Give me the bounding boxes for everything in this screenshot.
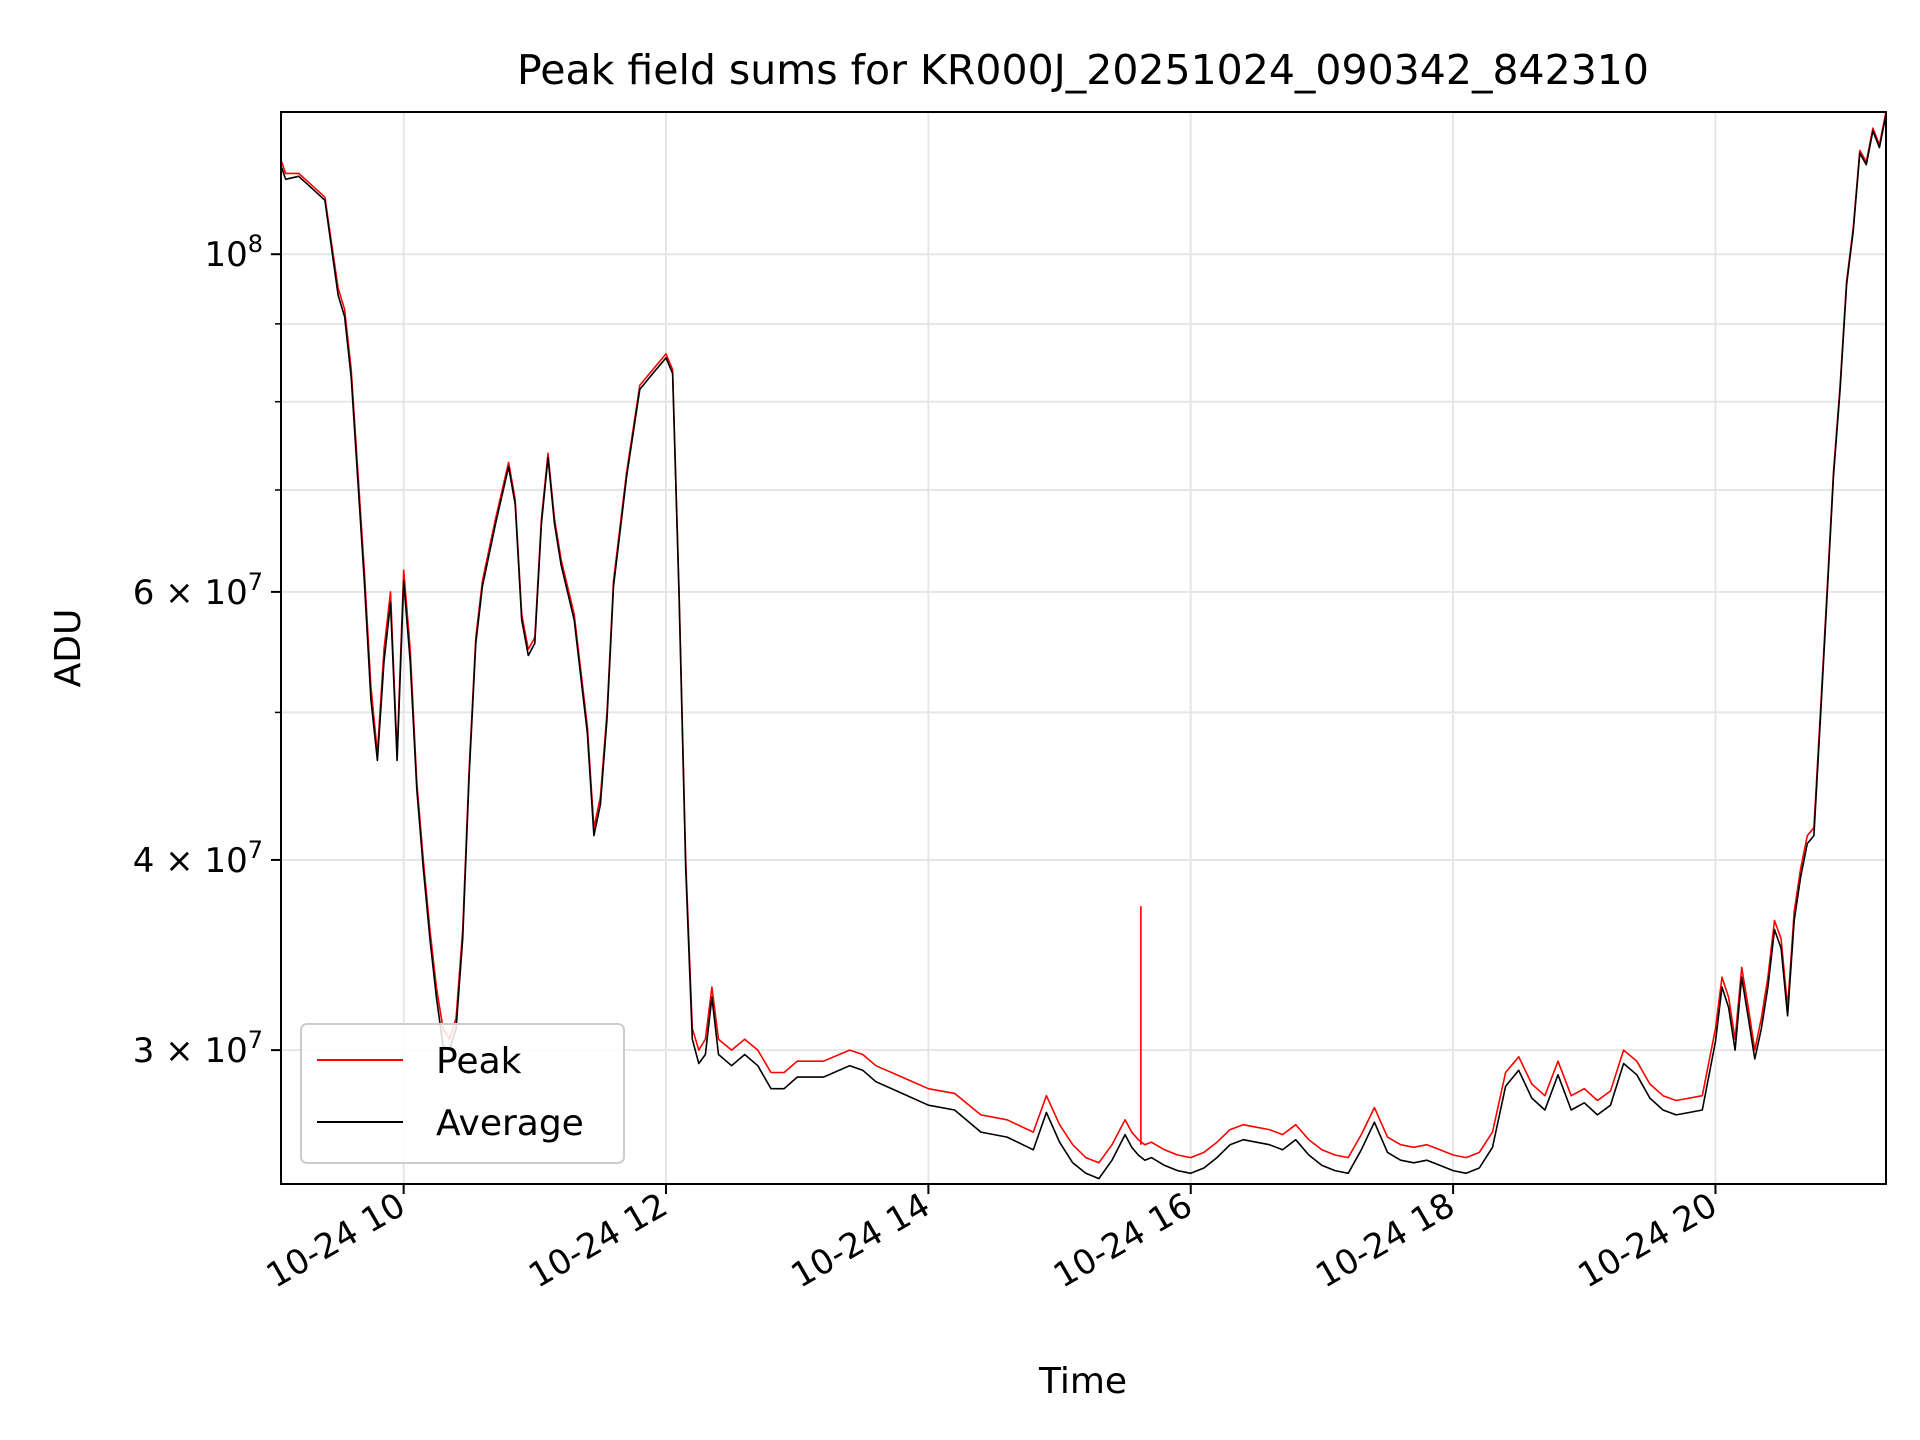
legend-label-peak: Peak [436,1041,522,1082]
chart-title: Peak field sums for KR000J_20251024_0903… [517,46,1649,94]
legend: Peak Average [300,1023,625,1164]
series-line-average [281,114,1886,1180]
y-axis-label: ADU [48,609,89,688]
y-tick-label: 6 × 107 [133,568,263,613]
grid [281,112,1886,1184]
y-tick-label: 108 [204,230,263,275]
legend-box [300,1023,625,1164]
legend-label-average: Average [436,1103,584,1144]
plot-frame [280,111,1887,1185]
series-layer [281,112,1886,1180]
y-tick-label: 4 × 107 [133,836,263,881]
y-tick-label: 3 × 107 [133,1026,263,1071]
x-axis-label: Time [1038,1361,1127,1402]
